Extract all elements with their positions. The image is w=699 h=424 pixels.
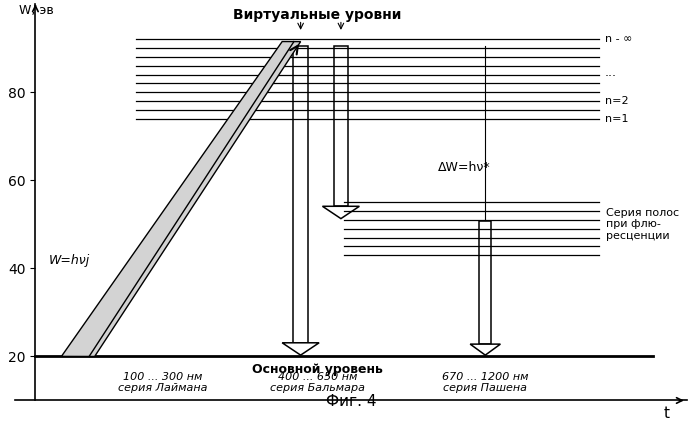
Text: 670 ... 1200 нм
серия Пашена: 670 ... 1200 нм серия Пашена [442,372,528,393]
Text: Серия полос
при флю-
ресценции: Серия полос при флю- ресценции [606,208,679,241]
Polygon shape [322,206,359,219]
Text: W=hνj: W=hνj [49,254,90,267]
Polygon shape [480,221,491,344]
Polygon shape [282,343,319,355]
Text: ...: ... [605,66,617,79]
Polygon shape [333,46,348,206]
Polygon shape [62,42,301,357]
Polygon shape [470,344,500,355]
Text: t: t [663,406,670,421]
Text: n - ∞: n - ∞ [605,34,632,45]
Text: n=2: n=2 [605,96,628,106]
Text: Виртуальные уровни: Виртуальные уровни [233,8,402,22]
Text: W, эв: W, эв [19,4,53,17]
Polygon shape [294,46,308,343]
Text: Основной уровень: Основной уровень [252,363,383,376]
Text: 100 ... 300 нм
серия Лаймана: 100 ... 300 нм серия Лаймана [118,372,208,393]
Text: Фиг. 4: Фиг. 4 [326,394,376,409]
Text: 400 ... 650 нм
серия Бальмара: 400 ... 650 нм серия Бальмара [270,372,365,393]
Text: ΔW=hν*: ΔW=hν* [438,162,491,175]
Text: n=1: n=1 [605,114,628,124]
